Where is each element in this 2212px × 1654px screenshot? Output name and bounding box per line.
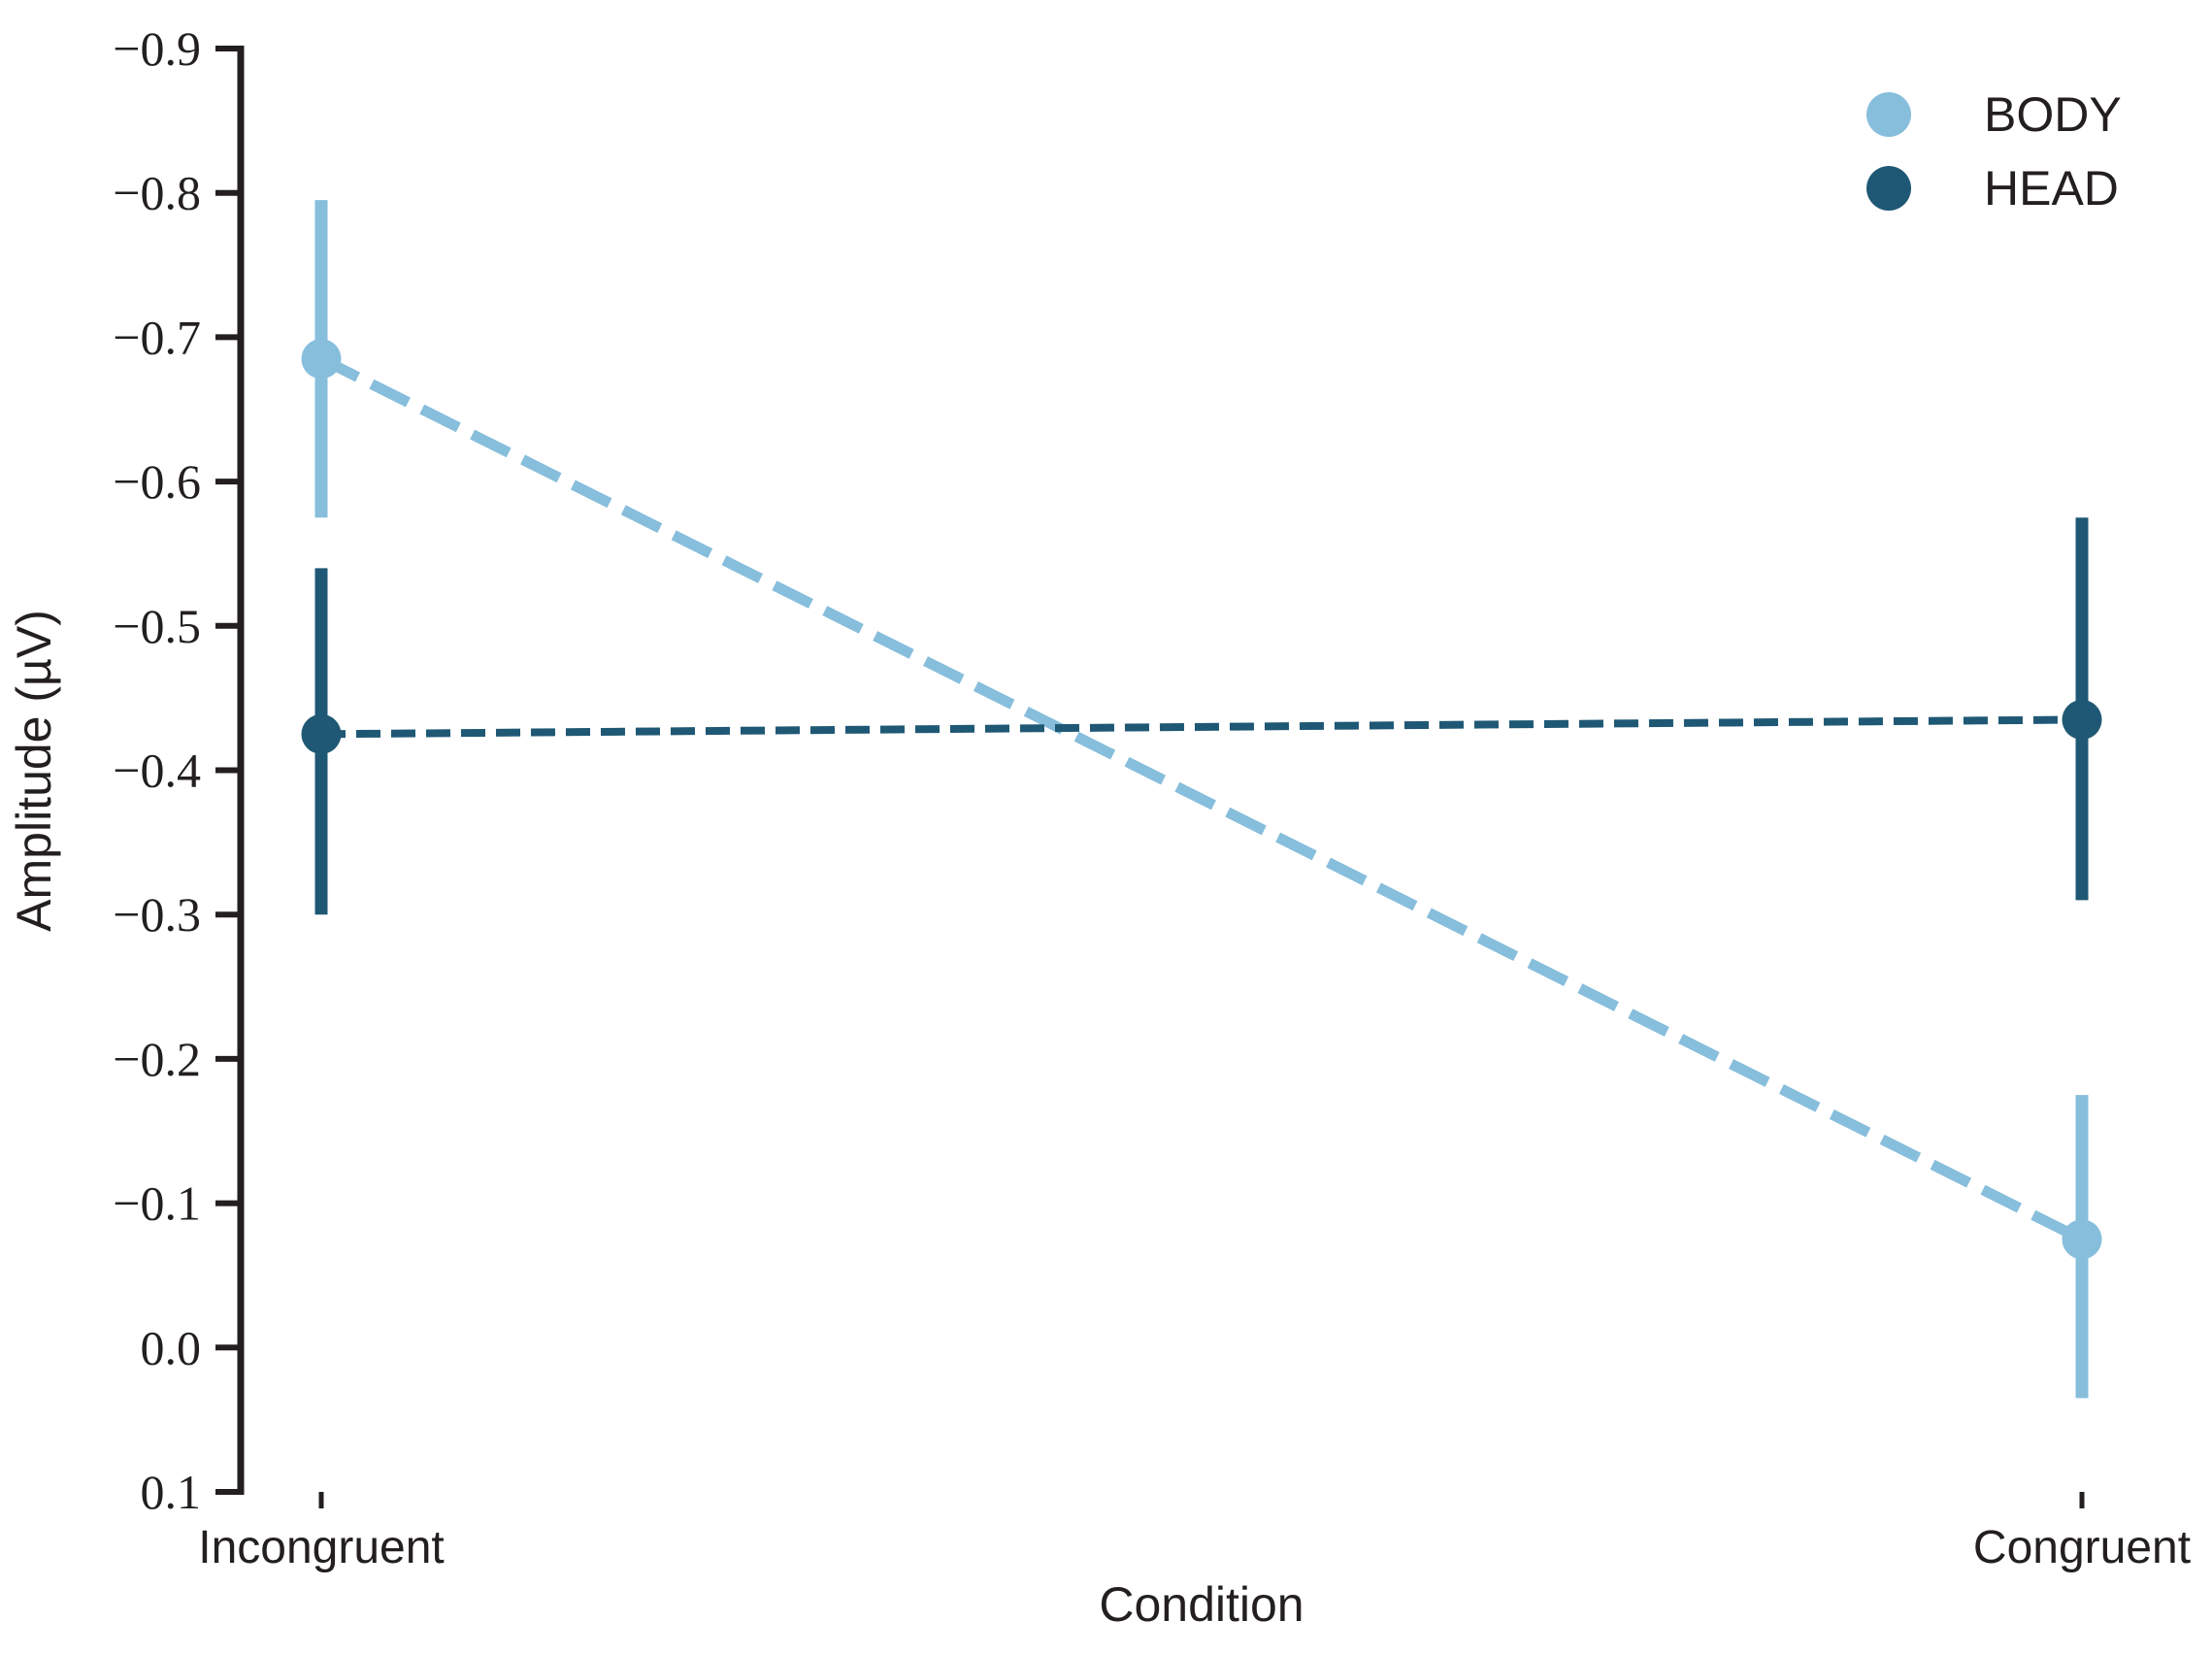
y-tick-label: −0.1: [113, 1176, 201, 1231]
y-tick-label: −0.7: [113, 310, 201, 364]
point-marker-head-congruent: [2062, 699, 2102, 740]
point-marker-body-incongruent: [301, 339, 342, 380]
y-tick-label: −0.5: [113, 599, 201, 653]
y-tick-label: 0.1: [141, 1465, 202, 1519]
legend-marker-head: [1866, 166, 1911, 211]
y-axis-title: Amplitude (µV): [7, 610, 61, 932]
axes-layer: −0.9 −0.8 −0.7 −0.6 −0.5 −0.4 −0.3 −0.2 −0.1 0.0 0…: [113, 21, 2085, 1519]
point-marker-head-incongruent: [301, 713, 342, 754]
y-tick-label: −0.9: [113, 21, 201, 76]
x-tick-label-congruent: Congruent: [1973, 1522, 2191, 1573]
y-tick-label: −0.4: [113, 744, 201, 798]
x-axis-title: Condition: [1099, 1577, 1304, 1632]
y-tick-label: −0.2: [113, 1032, 201, 1086]
y-tick-label: −0.8: [113, 166, 201, 220]
series-layer: [301, 200, 2102, 1399]
y-tick-label: −0.6: [113, 454, 201, 509]
series-line-head: [320, 715, 2083, 739]
y-tick-label: 0.0: [141, 1320, 202, 1374]
legend-marker-body: [1866, 92, 1911, 137]
legend-label-body: BODY: [1984, 87, 2122, 142]
x-tick-label-incongruent: Incongruent: [198, 1522, 445, 1573]
series-line-body: [318, 353, 2085, 1244]
point-marker-body-congruent: [2062, 1219, 2102, 1260]
y-tick-label: −0.3: [113, 887, 201, 942]
legend-label-head: HEAD: [1984, 161, 2119, 215]
legend: BODY HEAD: [1866, 87, 2122, 215]
